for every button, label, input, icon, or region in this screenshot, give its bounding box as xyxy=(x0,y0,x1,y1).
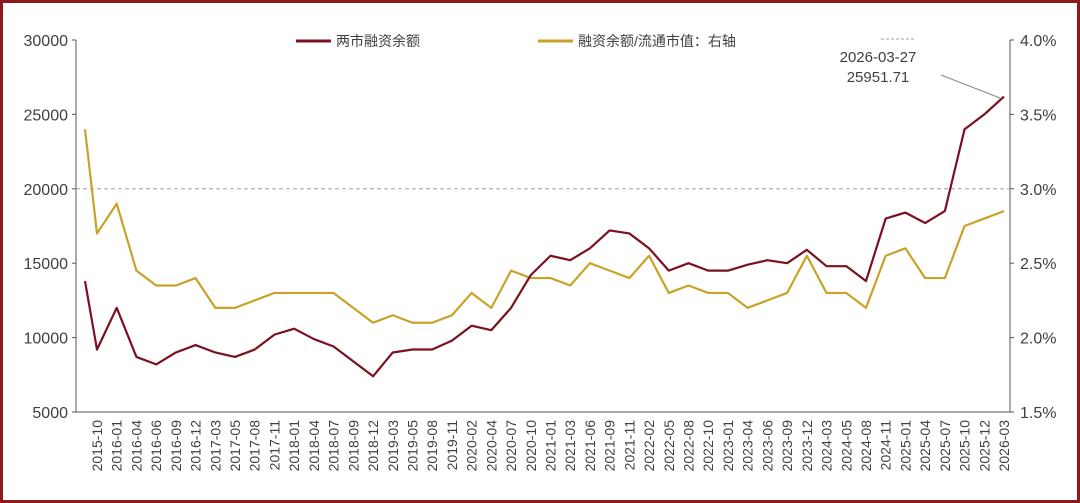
x-axis-tick-label: 2025-10 xyxy=(957,420,973,472)
x-axis-tick-label: 2026-03 xyxy=(996,420,1012,472)
left-axis-tick-label: 20000 xyxy=(24,182,69,199)
x-axis-tick-label: 2024-05 xyxy=(838,420,854,472)
x-axis-tick-label: 2022-05 xyxy=(661,420,677,472)
x-axis-tick-label: 2023-12 xyxy=(799,420,815,472)
x-axis-tick-label: 2017-03 xyxy=(207,420,223,472)
x-axis-tick-label: 2016-01 xyxy=(109,420,125,472)
x-axis-tick-label: 2016-12 xyxy=(188,420,204,472)
x-axis-tick-label: 2023-06 xyxy=(759,420,775,472)
x-axis-tick-label: 2020-07 xyxy=(503,420,519,472)
right-axis-tick-label: 3.0% xyxy=(1020,182,1056,199)
annotation-value: 25951.71 xyxy=(847,69,910,86)
x-axis-tick-label: 2018-01 xyxy=(286,420,302,472)
left-axis-tick-label: 5000 xyxy=(32,405,68,422)
x-axis-tick-label: 2025-01 xyxy=(897,420,913,472)
x-axis-tick-label: 2024-03 xyxy=(819,420,835,472)
series-line-ratio xyxy=(83,129,1005,324)
x-axis-tick-label: 2019-08 xyxy=(424,420,440,472)
x-axis-tick-label: 2021-06 xyxy=(582,420,598,472)
x-axis-tick-label: 2023-09 xyxy=(779,420,795,472)
x-axis-tick-label: 2020-04 xyxy=(483,420,499,472)
x-axis-tick-label: 2018-09 xyxy=(345,420,361,472)
series-line-margin-balance xyxy=(83,95,1005,378)
right-axis-tick-label: 4.0% xyxy=(1020,33,1056,50)
x-axis-tick-label: 2025-12 xyxy=(976,420,992,472)
right-axis-tick-label: 2.5% xyxy=(1020,256,1056,273)
x-axis-tick-label: 2021-01 xyxy=(543,420,559,472)
annotation-date: 2026-03-27 xyxy=(840,49,917,66)
legend-label-ratio: 融资余额/流通市值：右轴 xyxy=(578,33,736,49)
x-axis-tick-label: 2022-10 xyxy=(700,420,716,472)
left-axis-tick-label: 10000 xyxy=(24,331,69,348)
right-axis-tick-label: 3.5% xyxy=(1020,107,1056,124)
annotation-leader-line xyxy=(940,74,1001,99)
x-axis-tick-label: 2018-12 xyxy=(365,420,381,472)
x-axis-tick-label: 2020-10 xyxy=(523,420,539,472)
x-axis-tick-label: 2022-08 xyxy=(681,420,697,472)
right-axis-tick-label: 1.5% xyxy=(1020,405,1056,422)
x-axis-tick-label: 2017-08 xyxy=(247,420,263,472)
x-axis-tick-label: 2020-02 xyxy=(464,420,480,472)
x-axis-tick-label: 2019-11 xyxy=(444,420,460,471)
left-axis-tick-label: 25000 xyxy=(24,107,69,124)
legend: 两市融资余额 融资余额/流通市值：右轴 xyxy=(296,33,916,49)
x-axis-tick-label: 2021-09 xyxy=(602,420,618,472)
x-axis-tick-label: 2018-04 xyxy=(306,420,322,472)
x-axis-tick-label: 2023-01 xyxy=(720,420,736,472)
x-axis-tick-label: 2025-04 xyxy=(917,420,933,472)
line-chart: 2026-03-27 25951.71 30000 25000 20000 15000… xyxy=(24,33,1057,472)
x-axis-tick-label: 2021-03 xyxy=(562,420,578,472)
x-axis-tick-label: 2018-07 xyxy=(326,420,342,472)
x-axis-tick-label: 2016-09 xyxy=(168,420,184,472)
x-axis-tick-label: 2021-11 xyxy=(621,420,637,471)
x-axis-tick-label: 2023-04 xyxy=(740,420,756,472)
right-axis-tick-label: 2.0% xyxy=(1020,331,1056,348)
x-axis-tick-label: 2016-04 xyxy=(128,420,144,472)
x-axis-tick-label: 2019-03 xyxy=(385,420,401,472)
x-axis-tick-label: 2016-06 xyxy=(148,420,164,472)
legend-label-margin-balance: 两市融资余额 xyxy=(336,33,420,49)
x-axis-tick-label: 2019-05 xyxy=(404,420,420,472)
x-axis-tick-label: 2015-10 xyxy=(89,420,105,472)
left-axis-tick-label: 30000 xyxy=(24,33,69,50)
x-axis-tick-label: 2024-08 xyxy=(858,420,874,472)
x-axis-tick-label: 2017-11 xyxy=(266,420,282,471)
x-axis-tick-label: 2025-07 xyxy=(937,420,953,472)
x-axis-tick-label: 2024-11 xyxy=(878,420,894,471)
x-axis-tick-label: 2017-05 xyxy=(227,420,243,472)
left-axis-tick-label: 15000 xyxy=(24,256,69,273)
x-axis-tick-label: 2022-02 xyxy=(641,420,657,472)
